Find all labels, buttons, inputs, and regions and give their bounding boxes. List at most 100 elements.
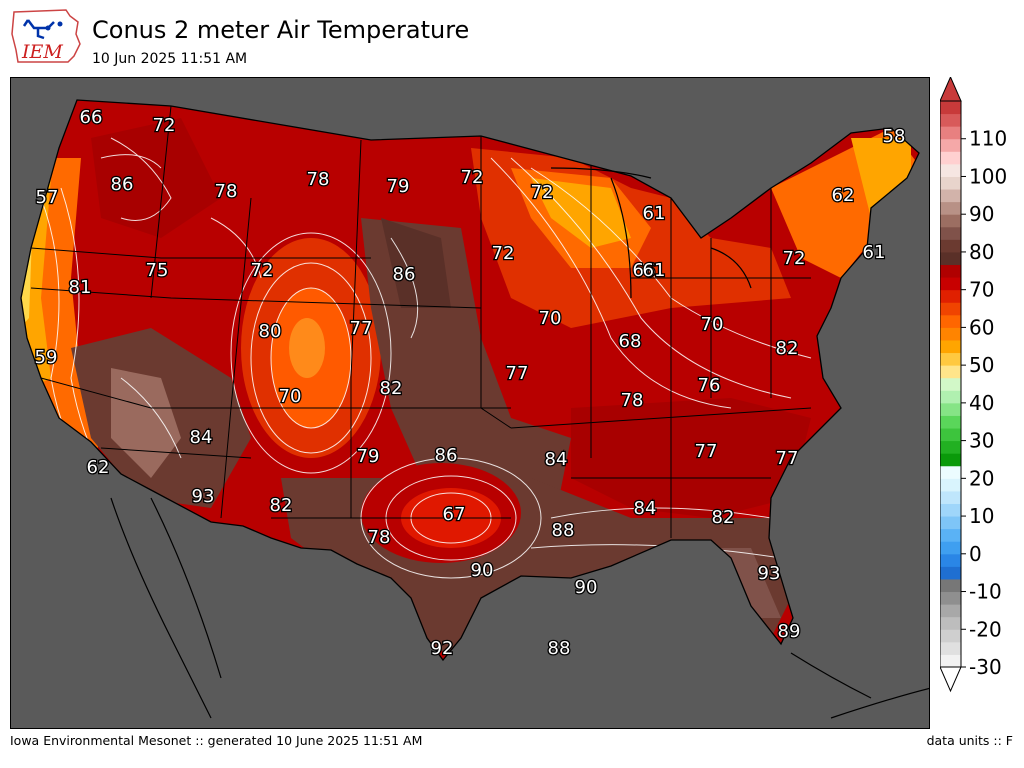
- colorbar-segment: [940, 201, 961, 215]
- station-temperature-label: 61: [643, 260, 666, 281]
- station-temperature-label: 72: [531, 182, 554, 203]
- colorbar-segment: [940, 339, 961, 354]
- station-temperature-label: 93: [758, 563, 781, 584]
- colorbar-segment: [940, 440, 961, 454]
- station-temperature-label: 93: [192, 486, 215, 507]
- colorbar-segment: [940, 490, 961, 504]
- station-temperature-label: 77: [695, 441, 718, 462]
- colorbar-segment: [940, 641, 961, 655]
- footer-credit: Iowa Environmental Mesonet :: generated …: [10, 733, 423, 748]
- temperature-map: 66 72 86 57 78 78 79 72 58 62 61 61 72 86 75 72 81 72 66 72…: [10, 77, 930, 729]
- colorbar-top-arrow: [940, 77, 962, 102]
- station-temperature-label: 72: [251, 260, 274, 281]
- colorbar-segment: [940, 277, 961, 291]
- colorbar-segment: [940, 390, 961, 404]
- station-temperature-label: 77: [350, 318, 373, 339]
- colorbar-segment: [940, 616, 961, 630]
- colorbar-segment: [940, 516, 961, 530]
- colorbar-segment: [940, 591, 961, 605]
- station-temperature-label: 90: [575, 577, 598, 598]
- logo-text: IEM: [21, 41, 63, 63]
- station-temperature-label: 66: [80, 107, 103, 128]
- colorbar-segment: [940, 327, 961, 341]
- colorbar-segment: [940, 453, 961, 467]
- station-temperature-label: 58: [883, 126, 906, 147]
- colorbar-segments: [940, 100, 962, 668]
- station-temperature-label: 61: [643, 203, 666, 224]
- colorbar-segment: [940, 503, 961, 517]
- station-temperature-label: 89: [778, 621, 801, 642]
- colorbar-tick-label: 80: [969, 240, 994, 264]
- station-temperature-label: 78: [621, 390, 644, 411]
- colorbar-tick-label: 30: [969, 429, 994, 453]
- colorbar-segment: [940, 163, 961, 177]
- station-temperature-label: 72: [153, 115, 176, 136]
- colorbar-tick-label: 70: [969, 278, 994, 302]
- station-temperature-label: 81: [69, 277, 92, 298]
- iem-logo: IEM: [8, 4, 84, 66]
- station-temperature-label: 75: [146, 260, 169, 281]
- colorbar-segment: [940, 176, 961, 190]
- station-temperature-label: 82: [712, 507, 735, 528]
- colorbar-segment: [940, 365, 961, 379]
- colorbar-ticks: -30 -20 -10 0 10 20 30 40 50 60 70 80 90 100 110: [961, 127, 1007, 679]
- map-canvas: 66 72 86 57 78 78 79 72 58 62 61 61 72 86 75 72 81 72 66 72…: [20, 99, 929, 719]
- station-temperature-label: 72: [492, 243, 515, 264]
- colorbar-segment: [940, 251, 961, 266]
- colorbar-segment: [940, 566, 961, 580]
- colorbar-tick-label: 10: [969, 504, 994, 528]
- colorbar-segment: [940, 239, 961, 253]
- colorbar-tick-label: 20: [969, 466, 994, 490]
- station-temperature-label: 86: [435, 445, 458, 466]
- colorbar-segment: [940, 264, 961, 278]
- colorbar-tick-label: 50: [969, 353, 994, 377]
- colorbar-segment: [940, 553, 961, 567]
- station-temperature-label: 62: [87, 457, 110, 478]
- isotherm-lines: [40, 137, 812, 579]
- station-temperature-label: 77: [506, 363, 529, 384]
- station-temperature-label: 90: [471, 560, 494, 581]
- station-temperature-label: 79: [357, 446, 380, 467]
- colorbar-segment: [940, 377, 961, 391]
- page-subtitle: 10 Jun 2025 11:51 AM: [92, 51, 248, 67]
- state-boundaries: [30, 105, 812, 538]
- colorbar-segment: [940, 126, 961, 140]
- station-temperature-label: 92: [431, 638, 454, 659]
- colorbar-tick-label: 60: [969, 315, 994, 339]
- colorbar-segment: [940, 654, 961, 668]
- station-temperature-label: 67: [443, 504, 466, 525]
- colorbar-segment: [940, 428, 961, 442]
- colorbar-segment: [940, 478, 961, 492]
- station-temperature-label: 80: [259, 321, 282, 342]
- colorbar-tick-label: 100: [969, 164, 1007, 188]
- station-temperature-label: 70: [701, 314, 724, 335]
- colorbar-segment: [940, 415, 961, 429]
- colorbar-segment: [940, 604, 961, 618]
- station-temperature-label: 84: [545, 449, 568, 470]
- station-temperature-label: 88: [552, 520, 575, 541]
- colorbar-segment: [940, 151, 961, 165]
- colorbar-segment: [940, 402, 961, 416]
- station-temperature-label: 70: [539, 308, 562, 329]
- station-labels: 66 72 86 57 78 78 79 72 58 62 61 61 72 86 75 72 81 72 66 72…: [33, 106, 907, 661]
- colorbar-bottom-arrow: [940, 666, 962, 693]
- station-temperature-label: 82: [776, 338, 799, 359]
- colorbar-tick-label: -30: [969, 655, 1002, 679]
- colorbar-tick-label: -10: [969, 580, 1002, 604]
- station-temperature-label: 78: [307, 169, 330, 190]
- station-temperature-label: 86: [111, 174, 134, 195]
- colorbar-segment: [940, 465, 961, 479]
- colorbar-segment: [940, 289, 961, 303]
- colorbar-segment: [940, 528, 961, 542]
- station-temperature-label: 77: [776, 448, 799, 469]
- station-temperature-label: 72: [783, 248, 806, 269]
- station-temperature-label: 82: [380, 378, 403, 399]
- colorbar-segment: [940, 189, 961, 203]
- colorbar-tick-label: 40: [969, 391, 994, 415]
- station-temperature-label: 84: [190, 427, 213, 448]
- station-temperature-label: 76: [698, 375, 721, 396]
- station-temperature-label: 86: [393, 264, 416, 285]
- colorbar-segment: [940, 541, 961, 555]
- colorbar-segment: [940, 578, 961, 593]
- station-temperature-label: 82: [270, 495, 293, 516]
